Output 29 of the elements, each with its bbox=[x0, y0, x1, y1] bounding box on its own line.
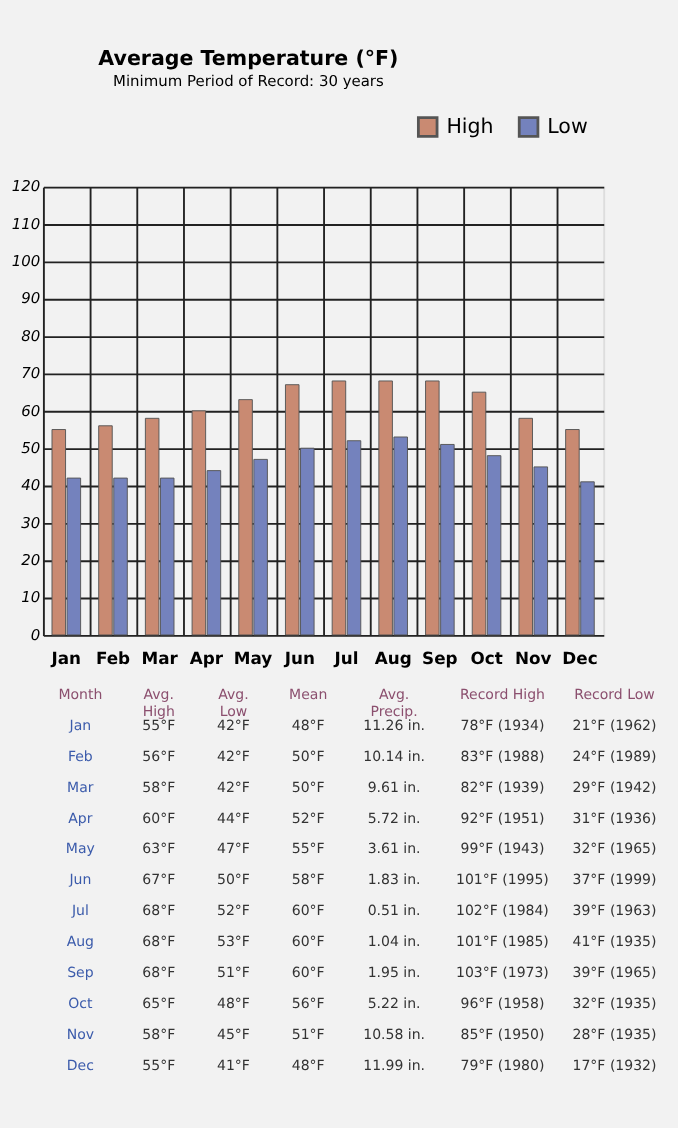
y-tick-label: 60 bbox=[21, 401, 41, 420]
y-tick-label: 30 bbox=[21, 513, 41, 532]
y-tick-label: 80 bbox=[21, 326, 41, 345]
chart-title: Average Temperature (°F) bbox=[98, 47, 399, 72]
y-tick-label: 50 bbox=[21, 438, 41, 457]
y-tick-label: 10 bbox=[21, 588, 41, 607]
y-tick-label: 20 bbox=[21, 550, 41, 569]
x-tick-label: Nov bbox=[514, 647, 553, 668]
chart-subtitle: Minimum Period of Record: 30 years bbox=[113, 71, 384, 90]
x-tick-label: May bbox=[233, 647, 274, 668]
x-tick-label: Apr bbox=[189, 647, 225, 668]
y-tick-label: 120 bbox=[11, 177, 41, 196]
legend-label: High bbox=[446, 114, 494, 139]
x-tick-label: Aug bbox=[374, 647, 412, 668]
y-tick-label: 70 bbox=[21, 364, 41, 383]
y-tick-label: 110 bbox=[11, 214, 41, 233]
x-tick-label: Jan bbox=[49, 647, 82, 668]
x-tick-label: Dec bbox=[562, 647, 598, 668]
x-tick-label: Jul bbox=[332, 647, 359, 668]
x-tick-label: Sep bbox=[422, 647, 458, 668]
y-tick-label: 40 bbox=[21, 476, 41, 495]
x-tick-label: Oct bbox=[470, 647, 503, 668]
y-tick-label: 100 bbox=[11, 252, 41, 271]
y-tick-label: 0 bbox=[30, 625, 41, 644]
y-tick-label: 90 bbox=[21, 289, 41, 308]
x-tick-label: Feb bbox=[95, 647, 131, 668]
x-tick-label: Mar bbox=[141, 647, 180, 668]
x-tick-label: Jun bbox=[282, 647, 315, 668]
legend-label: Low bbox=[547, 114, 588, 139]
